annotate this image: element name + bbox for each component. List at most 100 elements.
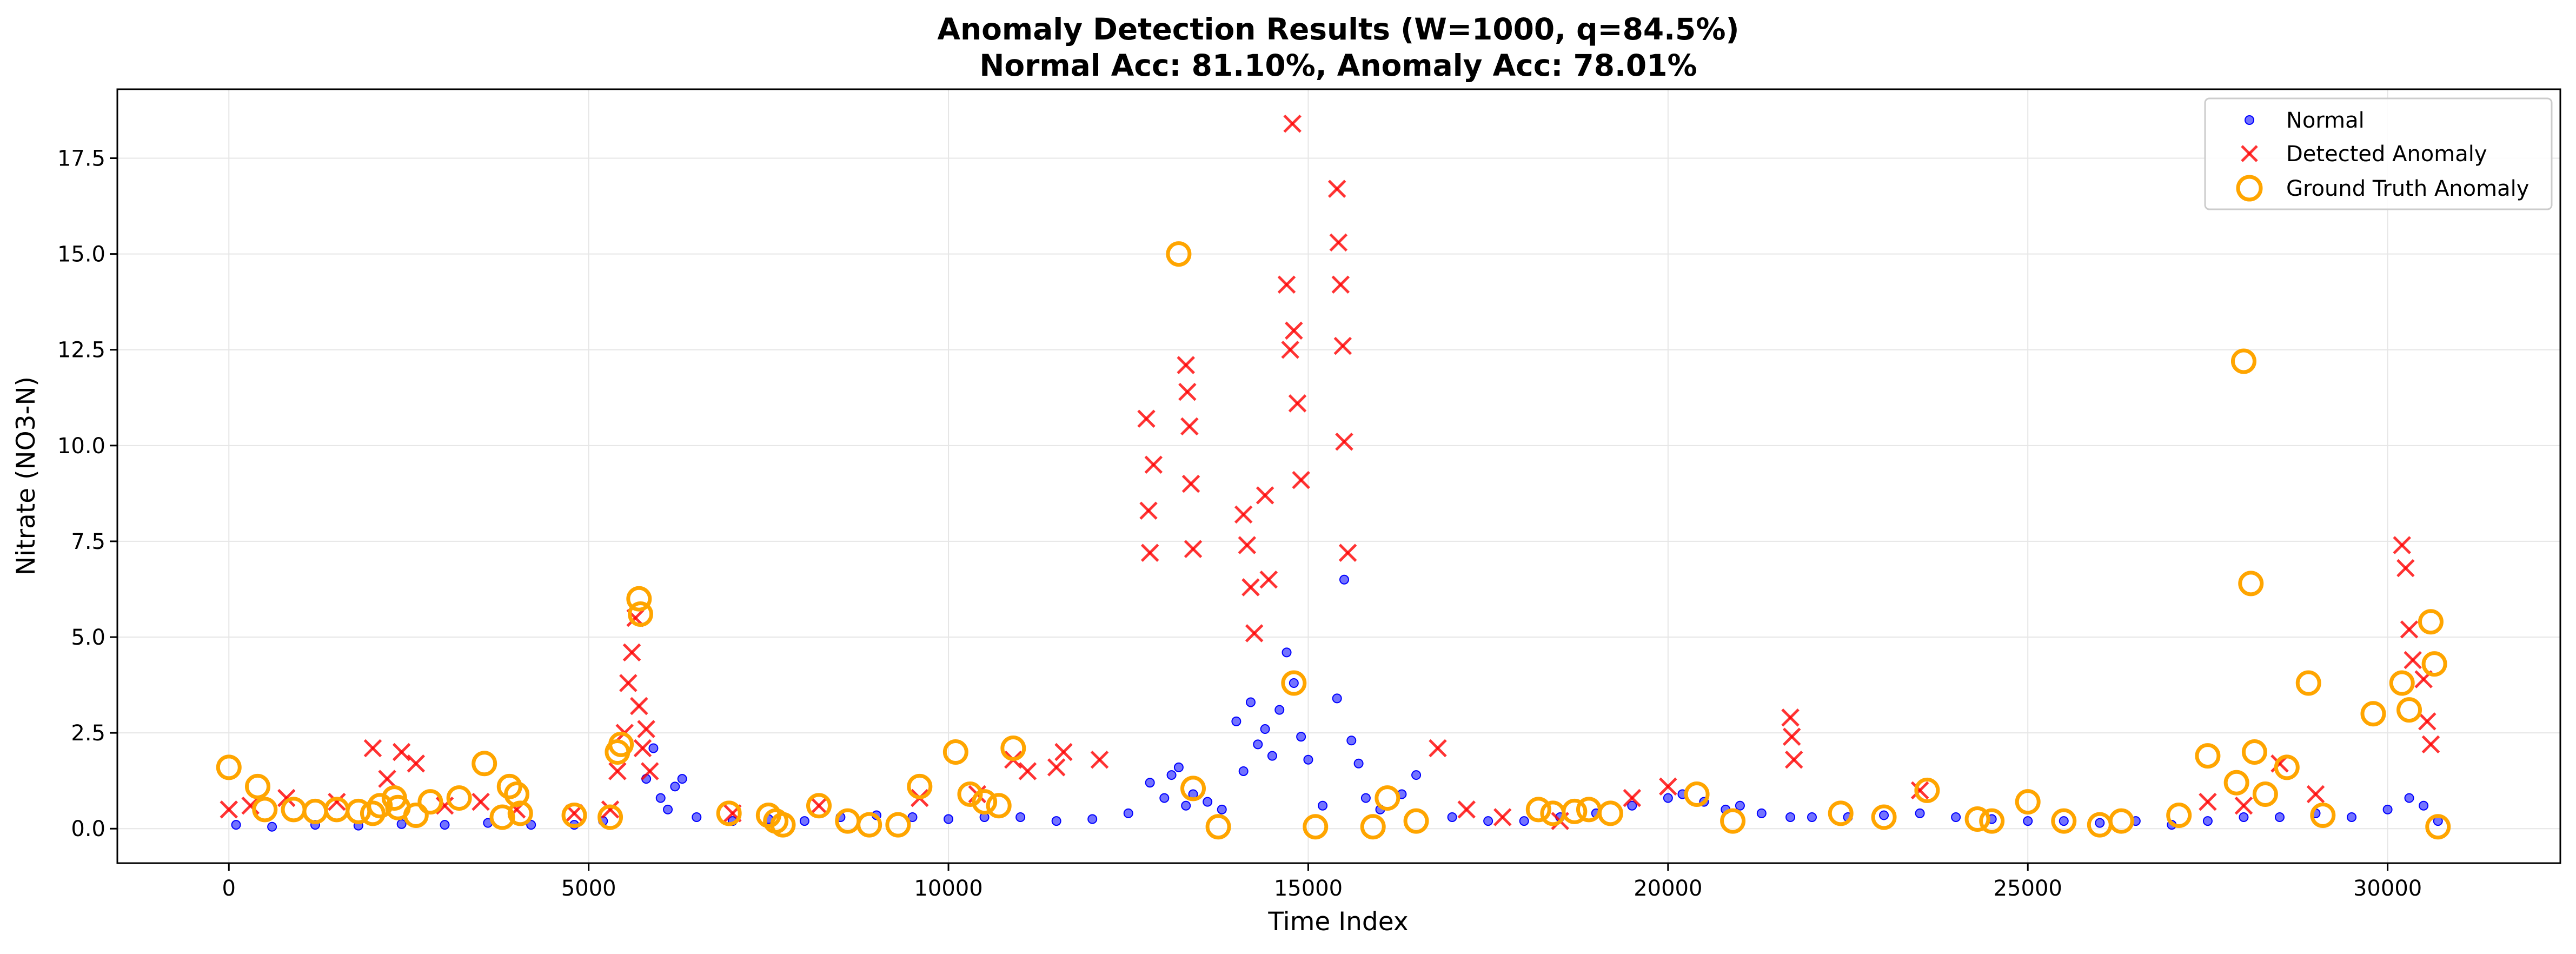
detected-anomaly-point [1178,382,1197,401]
ground-truth-point [2274,754,2300,780]
normal-point [1756,808,1767,818]
ground-truth-point [857,812,882,838]
ground-truth-point [597,804,623,830]
normal-point [677,774,687,784]
ground-truth-point [806,793,832,819]
detected-anomaly-point [2421,735,2440,754]
y-tick-label: 7.5 [71,529,105,554]
detected-anomaly-point [2199,792,2217,811]
ground-truth-point [2295,670,2321,696]
legend: Normal Detected Anomaly Ground Truth Ano… [2204,97,2553,210]
normal-point [1915,808,1925,818]
detected-anomaly-point [1140,544,1159,562]
ground-truth-point [216,754,242,780]
normal-point [1332,693,1342,704]
y-tick-label: 5.0 [71,625,105,650]
detected-anomaly-point [1329,233,1348,252]
legend-normal-label: Normal [2286,108,2365,133]
detected-anomaly-point [608,762,627,780]
normal-point [1166,770,1177,780]
detected-anomaly-point [1333,336,1352,355]
ground-truth-point [2230,348,2256,374]
ground-truth-point [1720,808,1746,834]
detected-anomaly-point [277,789,296,807]
ground-truth-point [2425,814,2451,840]
legend-box [2204,97,2553,210]
detected-anomaly-point [1288,394,1307,413]
ground-truth-point [446,785,472,811]
x-tick-label: 20000 [1634,876,1702,901]
ground-truth-point [716,800,742,826]
y-tick-label: 2.5 [71,721,105,746]
x-axis-label: Time Index [1267,907,1408,937]
detected-anomaly-point [1281,340,1299,359]
ground-truth-point [507,800,533,826]
detected-anomaly-point [1139,501,1158,520]
normal-point [1217,804,1227,814]
detected-anomaly-point [1623,789,1642,807]
detected-anomaly-point [1331,275,1350,294]
normal-point [1051,816,1061,826]
normal-point [692,812,702,822]
detected-anomaly-point [1327,180,1346,198]
detected-anomaly-point [1054,743,1073,761]
ground-truth-point [942,739,968,765]
ground-truth-point [2418,609,2444,635]
normal-point [2347,812,2357,822]
detected-anomaly-point [1659,777,1677,796]
normal-series [231,574,2443,832]
ground-truth-point [245,773,271,799]
ground-truth-point [2310,802,2336,828]
normal-point [1173,762,1184,772]
normal-point [1353,758,1364,769]
y-tick-label: 0.0 [71,817,105,842]
normal-point [663,804,673,814]
ground-truth-point [489,804,515,830]
detected-anomaly-point [1259,571,1278,589]
detected-anomaly-point [601,800,620,819]
plot-area [216,114,2451,840]
detected-anomaly-point [407,754,426,773]
ground-truth-point [2252,781,2278,807]
detected-anomaly-point [1180,417,1199,436]
ground-truth-point [417,789,443,815]
normal-point [1015,812,1026,822]
ground-truth-point [1000,735,1026,761]
detected-anomaly-point [1910,781,1929,800]
detected-anomaly-point [2400,620,2419,639]
chart-title-line-2: Normal Acc: 81.10%, Anomaly Acc: 78.01% [979,48,1697,83]
detected-anomaly-point [1137,409,1156,428]
detected-anomaly-point [633,739,652,758]
ground-truth-point [2195,743,2221,769]
chart-title-line-1: Anomaly Detection Results (W=1000, q=84.… [937,12,1739,47]
y-axis-ticks: 0.0 2.5 5.0 7.5 10.0 12.5 15.0 17.5 [57,147,117,842]
detected-anomaly-point [2396,559,2415,578]
detected-anomaly-point [328,792,346,811]
detected-anomaly-point [1090,750,1109,769]
ground-truth-point [2015,789,2041,815]
detected-anomaly-point [1245,624,1264,642]
ground-truth-point [1205,814,1231,840]
normal-point [1785,812,1796,822]
detected-anomaly-point [2306,785,2325,804]
normal-point [1360,793,1371,803]
detected-anomaly-point [1429,739,1447,758]
detected-anomaly-point [1234,505,1253,524]
legend-ground-truth-label: Ground Truth Anomaly [2286,176,2529,201]
normal-point [1159,793,1170,803]
x-tick-label: 5000 [561,876,616,901]
ground-truth-point [360,800,386,826]
detected-anomaly-point [630,697,648,716]
plot-frame [116,88,2561,864]
ground-truth-point [1979,808,2005,834]
ground-truth-point [367,793,393,819]
detected-anomaly-point [1283,114,1302,133]
normal-point [1123,808,1133,818]
normal-point [1411,770,1422,780]
detected-anomaly-point [1338,544,1357,562]
ground-truth-point [972,789,998,815]
normal-point [799,816,809,826]
normal-point [1663,793,1673,803]
